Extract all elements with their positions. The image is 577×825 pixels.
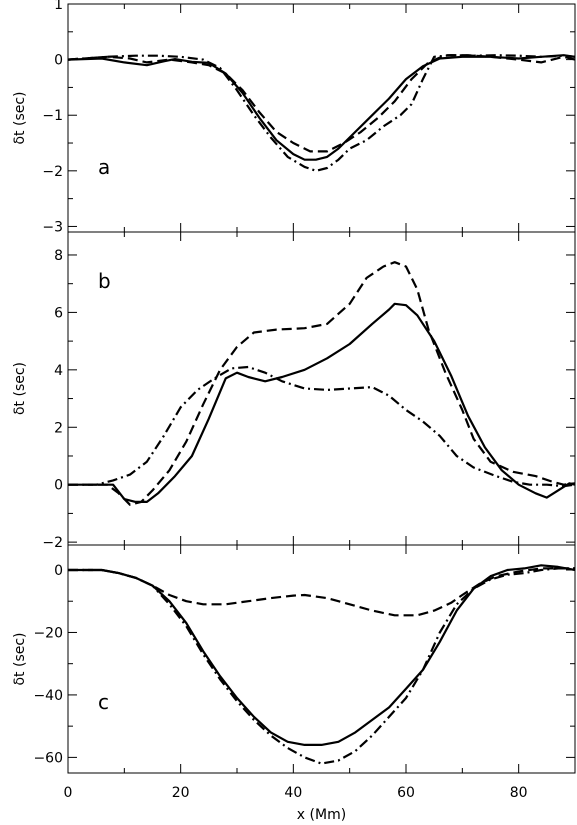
y-tick-label: 0 bbox=[54, 563, 63, 579]
y-tick-label: 8 bbox=[54, 248, 63, 264]
series-line-dashdot bbox=[68, 567, 575, 765]
y-axis-label: δt (sec) bbox=[12, 632, 28, 685]
x-tick-label: 0 bbox=[64, 785, 73, 801]
y-axis-label: δt (sec) bbox=[12, 91, 28, 144]
y-axis-label: δt (sec) bbox=[12, 362, 28, 415]
y-tick-label: 2 bbox=[54, 420, 63, 436]
y-tick-label: 6 bbox=[54, 305, 63, 321]
plot-frame bbox=[67, 544, 576, 774]
panel-label: b bbox=[98, 269, 111, 293]
series-line-dashed bbox=[68, 261, 576, 506]
y-tick-label: −2 bbox=[42, 164, 63, 180]
y-tick-label: −20 bbox=[33, 625, 63, 641]
y-tick-label: 0 bbox=[54, 478, 63, 494]
panel-label: c bbox=[98, 690, 109, 714]
y-tick-label: −1 bbox=[42, 108, 63, 124]
x-axis-label: x (Mm) bbox=[297, 807, 346, 823]
panel-b: −2 0 2 4 6 8 δt (sec) b bbox=[12, 231, 576, 551]
x-tick-label: 20 bbox=[172, 785, 190, 801]
series-line-dashdot bbox=[68, 365, 576, 488]
panel-c: −60 −40 −20 0 δt (sec) c 0 20 40 60 80 x (Mm) bbox=[12, 544, 576, 823]
y-tick-label: −40 bbox=[33, 688, 63, 704]
x-tick-label: 80 bbox=[510, 785, 528, 801]
y-tick-label: −3 bbox=[42, 219, 63, 235]
y-tick-label: 4 bbox=[54, 363, 63, 379]
y-tick-label: −2 bbox=[42, 535, 63, 551]
series-line-dashdot bbox=[67, 54, 576, 172]
y-tick-label: 0 bbox=[54, 53, 63, 69]
x-tick-label: 60 bbox=[397, 785, 415, 801]
series-line-dashed bbox=[67, 54, 576, 153]
y-tick-label: 1 bbox=[54, 0, 63, 13]
series-line-solid bbox=[68, 302, 576, 503]
series-line-solid bbox=[67, 54, 576, 161]
y-tick-label: −60 bbox=[33, 750, 63, 766]
panel-a: −3 −2 −1 0 1 δt (sec) a bbox=[12, 0, 576, 235]
series-line-dashed bbox=[68, 567, 575, 617]
x-tick-label: 40 bbox=[284, 785, 302, 801]
series-line-solid bbox=[68, 564, 576, 746]
plot-frame bbox=[67, 3, 576, 233]
panel-label: a bbox=[98, 155, 110, 179]
